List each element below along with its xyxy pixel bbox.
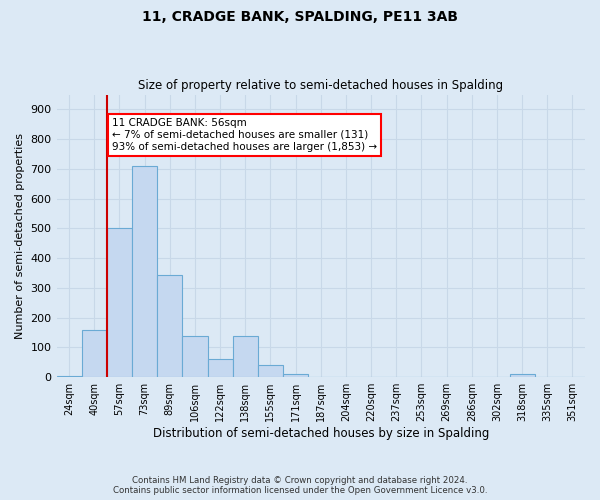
Title: Size of property relative to semi-detached houses in Spalding: Size of property relative to semi-detach… [138,79,503,92]
Bar [132,166,157,377]
Bar [82,330,107,377]
Text: Contains HM Land Registry data © Crown copyright and database right 2024.
Contai: Contains HM Land Registry data © Crown c… [113,476,487,495]
Bar [56,376,82,377]
Text: 11, CRADGE BANK, SPALDING, PE11 3AB: 11, CRADGE BANK, SPALDING, PE11 3AB [142,10,458,24]
Bar [509,374,535,377]
Text: 11 CRADGE BANK: 56sqm
← 7% of semi-detached houses are smaller (131)
93% of semi: 11 CRADGE BANK: 56sqm ← 7% of semi-detac… [112,118,377,152]
Bar [208,360,233,377]
Y-axis label: Number of semi-detached properties: Number of semi-detached properties [15,133,25,339]
Bar [157,274,182,377]
Bar [182,336,208,377]
X-axis label: Distribution of semi-detached houses by size in Spalding: Distribution of semi-detached houses by … [152,427,489,440]
Bar [233,336,258,377]
Bar [258,366,283,377]
Bar [107,228,132,377]
Bar [283,374,308,377]
